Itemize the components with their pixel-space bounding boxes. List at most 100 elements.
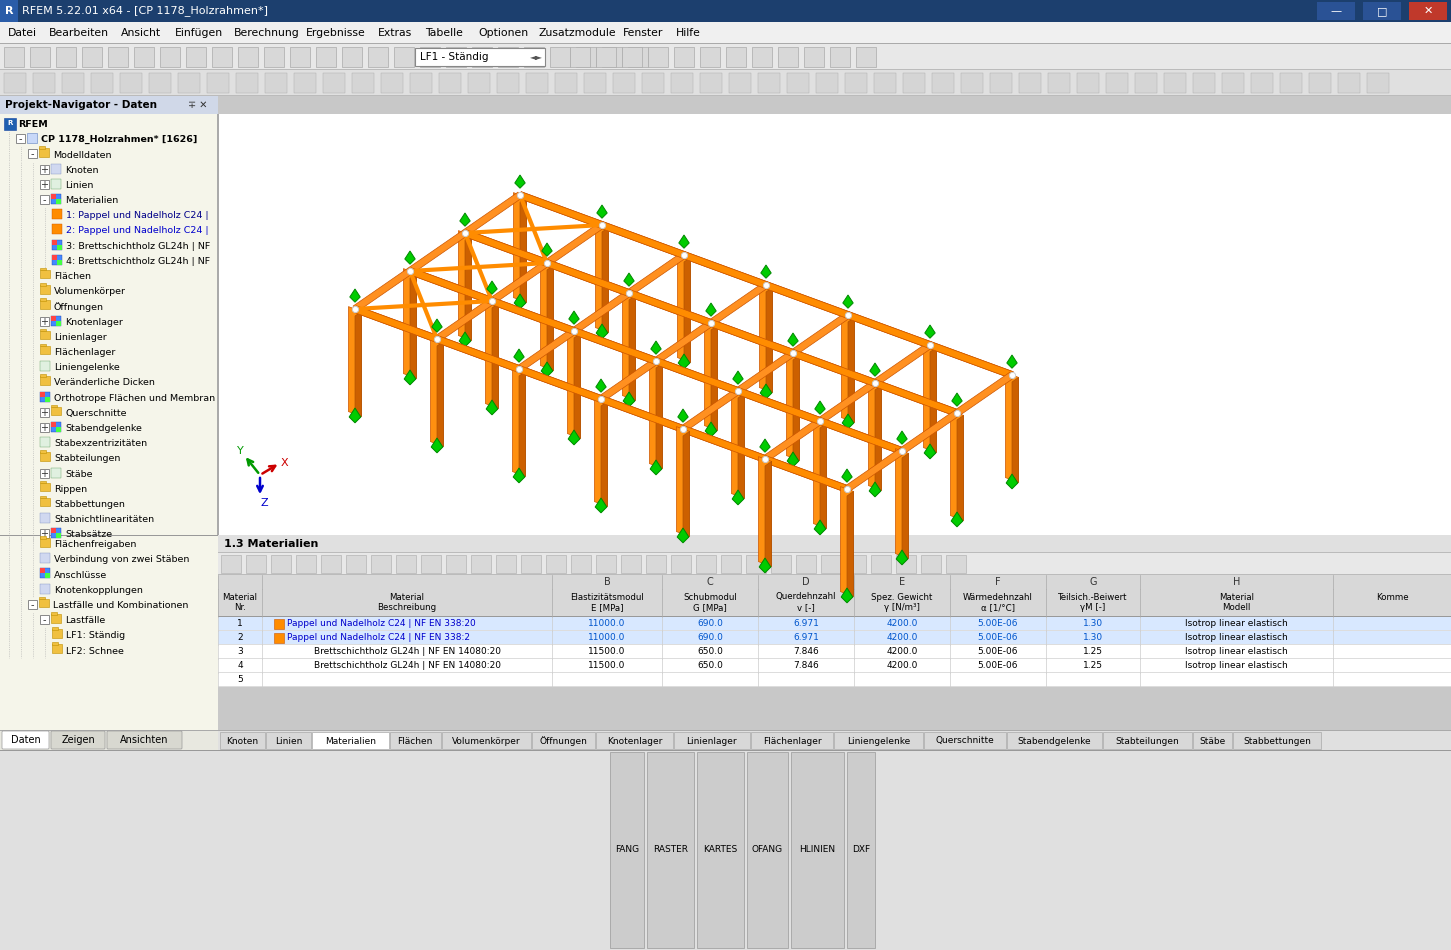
Text: Material: Material — [222, 593, 257, 601]
Text: Fenster: Fenster — [622, 28, 663, 38]
Bar — [290, 47, 311, 67]
Bar — [1077, 73, 1098, 93]
Bar — [41, 195, 49, 204]
Polygon shape — [739, 393, 744, 503]
Bar — [1362, 2, 1402, 20]
Polygon shape — [431, 336, 444, 446]
Polygon shape — [818, 418, 903, 454]
Text: Wärmedehnzahl: Wärmedehnzahl — [963, 593, 1033, 601]
Text: α [1/°C]: α [1/°C] — [981, 603, 1016, 613]
Bar — [57, 244, 62, 250]
Bar — [51, 614, 61, 622]
Bar — [41, 529, 49, 539]
Polygon shape — [650, 460, 662, 475]
Bar — [39, 148, 49, 157]
Text: Optionen: Optionen — [479, 28, 528, 38]
Bar — [238, 47, 258, 67]
Polygon shape — [409, 268, 493, 304]
Polygon shape — [792, 350, 876, 387]
Text: Liniengelenke: Liniengelenke — [54, 363, 120, 372]
Text: 1.25: 1.25 — [1082, 648, 1103, 656]
Polygon shape — [654, 358, 739, 394]
Bar — [28, 599, 36, 609]
Polygon shape — [354, 306, 438, 342]
Bar — [415, 48, 546, 66]
Bar — [221, 555, 241, 573]
Polygon shape — [628, 290, 712, 326]
Polygon shape — [847, 317, 855, 427]
Bar — [41, 376, 49, 385]
Polygon shape — [514, 294, 525, 309]
Text: FANG: FANG — [615, 846, 638, 854]
Bar — [747, 752, 788, 948]
Bar — [218, 672, 1451, 673]
Polygon shape — [486, 281, 498, 294]
Text: Flächenlager: Flächenlager — [763, 736, 821, 746]
Bar — [218, 686, 1451, 687]
Bar — [1135, 73, 1156, 93]
Polygon shape — [875, 386, 882, 495]
Bar — [791, 752, 844, 948]
Polygon shape — [792, 350, 876, 387]
Text: Zeigen: Zeigen — [61, 735, 94, 745]
Bar — [871, 555, 891, 573]
Bar — [472, 555, 490, 573]
Bar — [990, 73, 1011, 93]
Bar — [296, 555, 316, 573]
Polygon shape — [814, 520, 826, 535]
Polygon shape — [766, 288, 772, 397]
Text: 11500.0: 11500.0 — [588, 661, 625, 671]
Bar — [496, 555, 517, 573]
Bar — [1338, 73, 1360, 93]
Text: 4200.0: 4200.0 — [887, 634, 917, 642]
Bar — [295, 73, 316, 93]
Polygon shape — [541, 243, 553, 256]
Bar — [41, 568, 49, 579]
Bar — [1280, 73, 1302, 93]
Polygon shape — [791, 313, 850, 356]
Bar — [160, 47, 180, 67]
Text: 1: Pappel und Nadelholz C24 |: 1: Pappel und Nadelholz C24 | — [65, 211, 209, 220]
Bar — [0, 95, 1451, 96]
Polygon shape — [546, 259, 630, 296]
Polygon shape — [895, 448, 908, 559]
Text: LF1 - Ständig: LF1 - Ständig — [419, 52, 489, 62]
Bar — [91, 73, 113, 93]
Polygon shape — [737, 388, 821, 425]
Polygon shape — [355, 312, 361, 421]
Bar — [218, 114, 1451, 535]
Bar — [752, 47, 772, 67]
Bar — [583, 73, 607, 93]
Bar — [62, 73, 84, 93]
Bar — [41, 180, 49, 189]
Polygon shape — [847, 312, 932, 349]
Text: H: H — [1233, 577, 1241, 587]
Bar — [41, 452, 49, 461]
Polygon shape — [492, 303, 499, 413]
Polygon shape — [679, 235, 689, 248]
Text: 6.971: 6.971 — [794, 619, 818, 629]
Bar — [371, 555, 390, 573]
Bar — [57, 427, 61, 432]
Polygon shape — [924, 444, 936, 459]
Bar — [52, 239, 62, 250]
Text: Schubmodul: Schubmodul — [683, 593, 737, 601]
Text: Beschreibung: Beschreibung — [377, 603, 437, 613]
Polygon shape — [844, 448, 904, 492]
Text: Volumenkörper: Volumenkörper — [54, 287, 126, 296]
Text: Datei: Datei — [9, 28, 36, 38]
Text: γ [N/m³]: γ [N/m³] — [884, 603, 920, 613]
Bar — [41, 329, 45, 332]
Bar — [41, 498, 49, 506]
Text: +: + — [41, 180, 48, 190]
Bar — [834, 732, 923, 749]
Polygon shape — [869, 482, 881, 497]
Text: Hilfe: Hilfe — [676, 28, 701, 38]
Bar — [218, 553, 1451, 575]
Bar — [721, 555, 741, 573]
Polygon shape — [683, 252, 768, 288]
Text: 1.30: 1.30 — [1082, 619, 1103, 629]
Bar — [51, 179, 61, 189]
Bar — [51, 194, 61, 204]
Text: Material: Material — [1219, 593, 1254, 601]
